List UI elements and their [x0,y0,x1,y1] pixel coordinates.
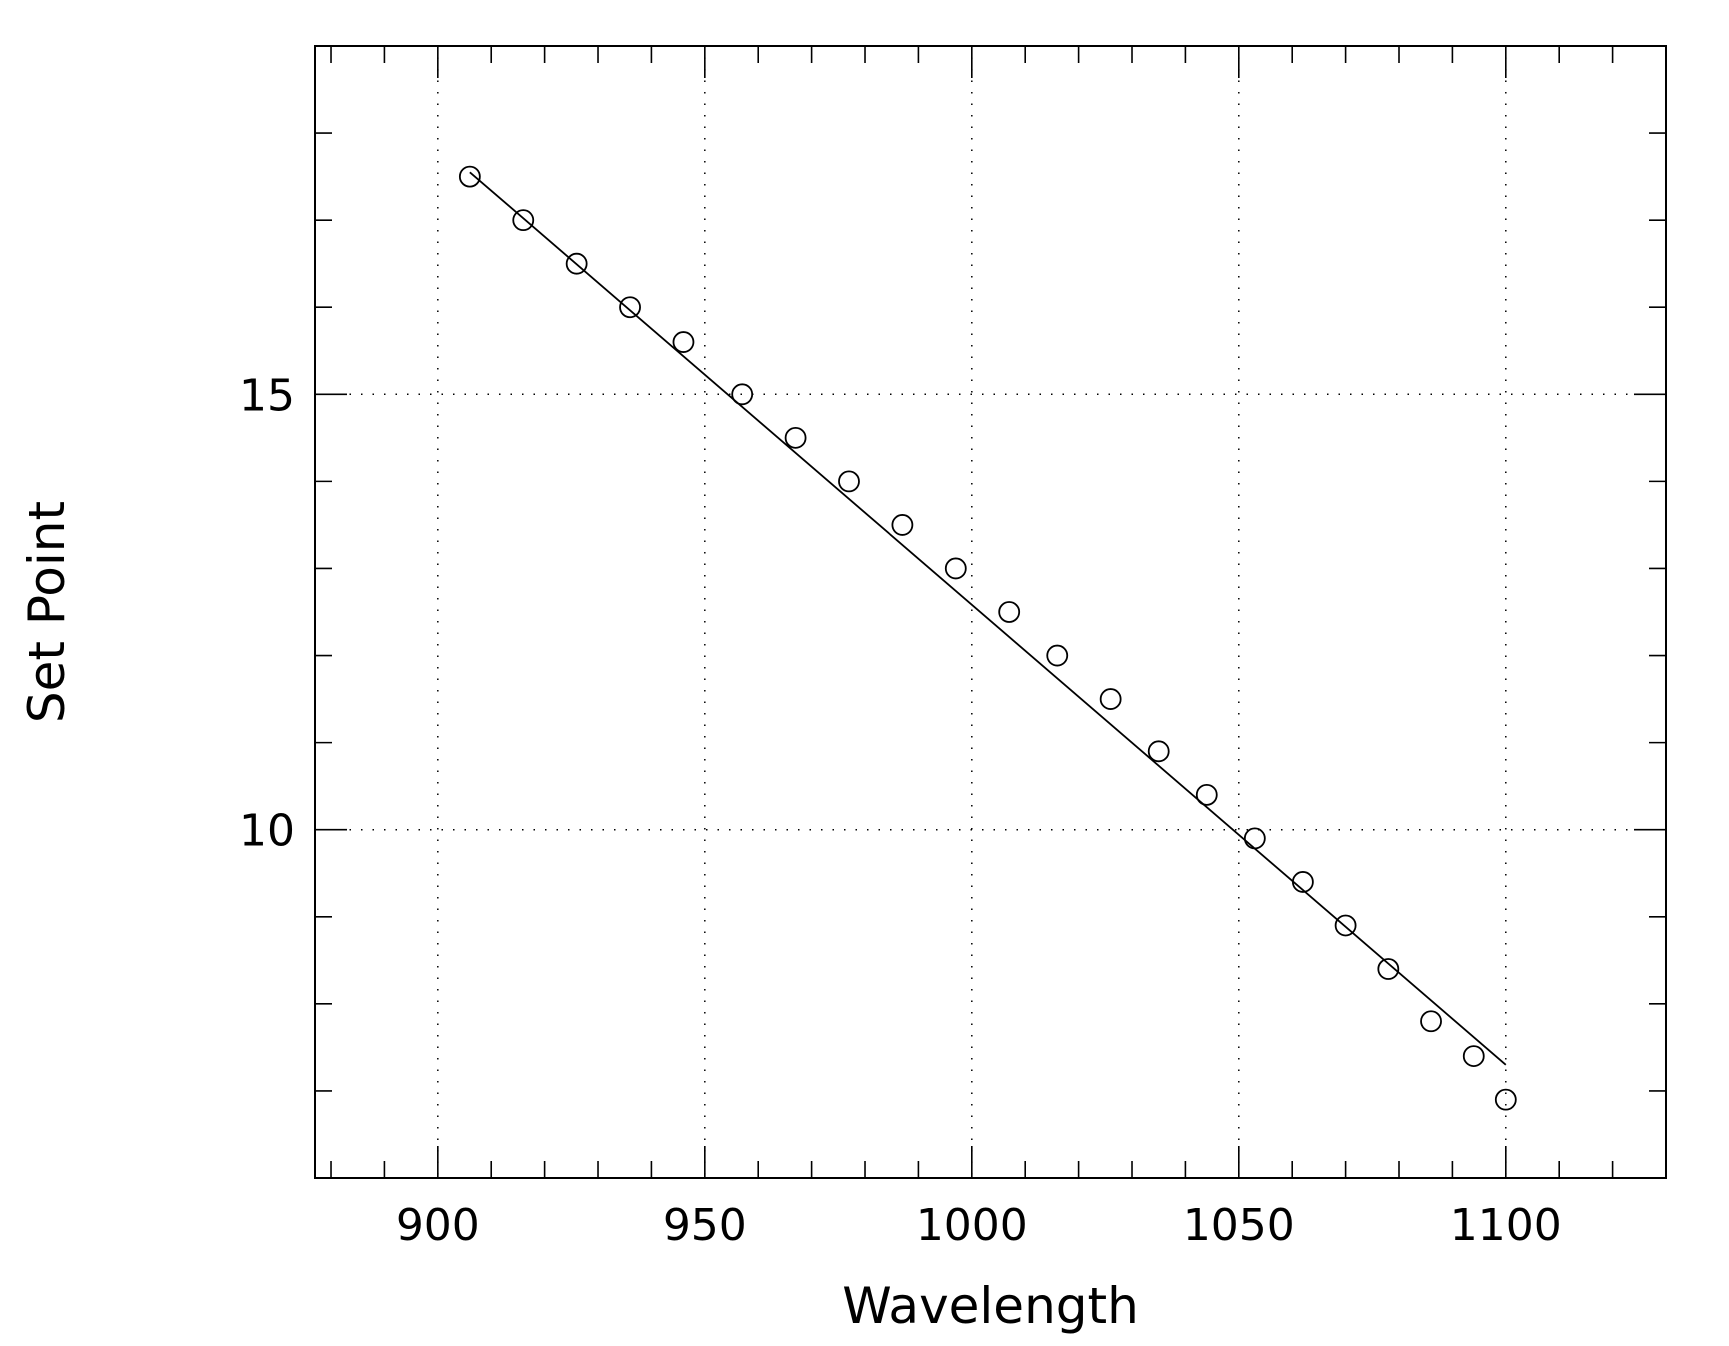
data-point [838,470,860,493]
x-tick-label: 900 [396,1200,480,1251]
data-marks [458,165,1517,1111]
data-point [512,209,535,232]
data-point [1494,1088,1517,1111]
x-tick-labels: 900 950 1000 1050 1100 [396,1200,1562,1251]
y-tick-labels: 10 15 [239,370,295,856]
fit-line [469,171,1507,1066]
data-point [731,383,754,406]
data-point [1462,1045,1485,1067]
x-axis-title: Wavelength [842,1277,1139,1335]
data-point [565,252,588,275]
data-point [998,601,1021,623]
data-point [1147,740,1170,763]
axis-ticks [315,45,1667,1179]
data-point [1243,827,1266,850]
grid-lines [315,46,1666,1178]
data-point [1099,688,1122,710]
data-point [1195,783,1218,806]
y-axis-title: Set Point [18,501,76,723]
data-point [1046,644,1069,667]
y-tick-label: 15 [239,370,295,421]
data-point [891,514,914,536]
x-tick-label: 1050 [1183,1200,1295,1251]
x-tick-label: 950 [663,1200,747,1251]
x-tick-label: 1000 [916,1200,1028,1251]
data-point [619,296,641,319]
data-point [672,331,695,353]
data-point [1420,1010,1442,1033]
data-point [458,165,481,188]
plot-frame [314,45,1667,1179]
x-tick-label: 1100 [1450,1200,1562,1251]
data-point [784,426,807,449]
data-point [1334,914,1357,937]
data-point [1377,958,1400,980]
y-tick-label: 10 [239,806,295,857]
data-point [944,557,967,580]
